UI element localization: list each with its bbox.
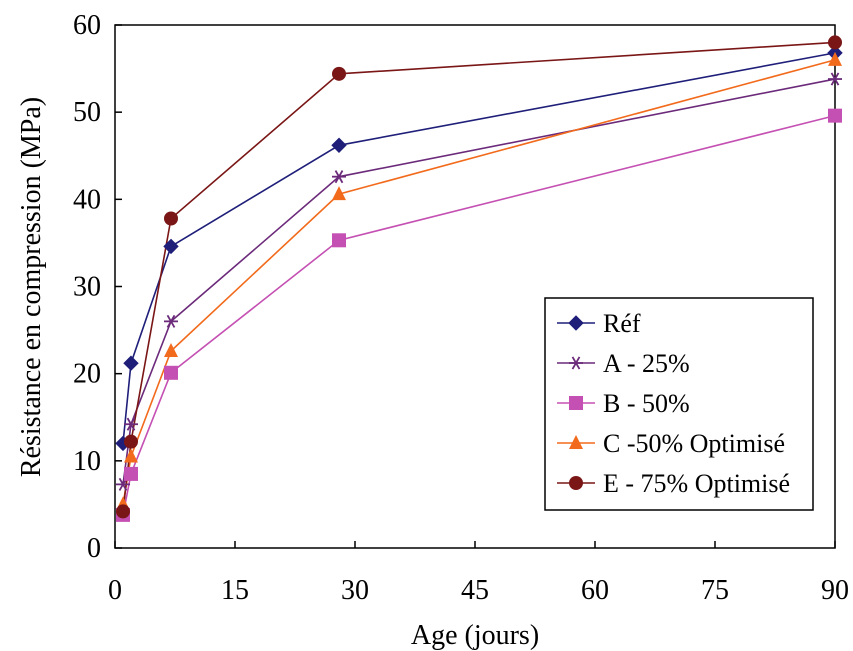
data-point-series-5 [124,434,138,449]
data-point-series-2 [164,314,178,328]
series-markers [115,35,843,522]
data-point-series-4 [828,51,842,66]
y-tick-label: 10 [73,446,101,477]
y-tick-label: 20 [73,359,101,390]
data-point-series-5 [828,35,842,50]
data-point-series-3 [332,233,346,248]
data-point-series-5 [332,66,346,81]
data-point-series-2 [332,170,346,184]
legend-label-5: E - 75% Optimisé [603,469,790,498]
x-tick-label: 90 [821,575,849,606]
data-point-series-5 [116,504,130,519]
data-point-series-5 [164,211,178,226]
data-point-series-3 [164,365,178,380]
data-point-series-4 [332,186,346,201]
legend-label-1: Réf [603,309,641,338]
legend-label-2: A - 25% [603,349,690,378]
data-point-series-1 [163,238,179,255]
data-point-series-3 [828,108,842,123]
legend-box [544,297,814,511]
y-tick-label: 0 [87,533,101,564]
x-tick-label: 30 [341,575,369,606]
y-axis-title: Résistance en compression (MPa) [16,97,47,477]
x-tick-label: 60 [581,575,609,606]
legend-marker-2 [569,356,583,370]
legend: Réf A - 25% B - 50% C -50% Optimisé E - 75% … [544,297,814,511]
data-point-series-2 [828,72,842,86]
data-point-series-1 [331,137,347,153]
legend-marker-1 [568,315,584,331]
legend-label-3: B - 50% [603,389,690,418]
x-tick-label: 45 [461,575,489,606]
data-point-series-4 [124,448,138,463]
y-tick-label: 60 [73,10,101,41]
data-point-series-2 [124,417,138,431]
axes: 0 10 20 30 40 50 60 0 15 30 45 60 75 90 [73,10,849,606]
x-tick-label: 75 [701,575,729,606]
data-point-series-4 [164,343,178,358]
legend-marker-3 [569,396,583,410]
y-tick-label: 50 [73,97,101,128]
x-tick-label: 15 [221,575,249,606]
data-point-series-1 [123,355,139,371]
x-tick-label: 0 [108,575,122,606]
legend-marker-5 [569,476,583,490]
y-tick-label: 30 [73,272,101,303]
data-point-series-3 [124,466,138,481]
y-tick-label: 40 [73,184,101,215]
legend-label-4: C -50% Optimisé [603,429,785,458]
legend-marker-4 [569,435,583,449]
x-axis-title: Age (jours) [411,620,539,651]
